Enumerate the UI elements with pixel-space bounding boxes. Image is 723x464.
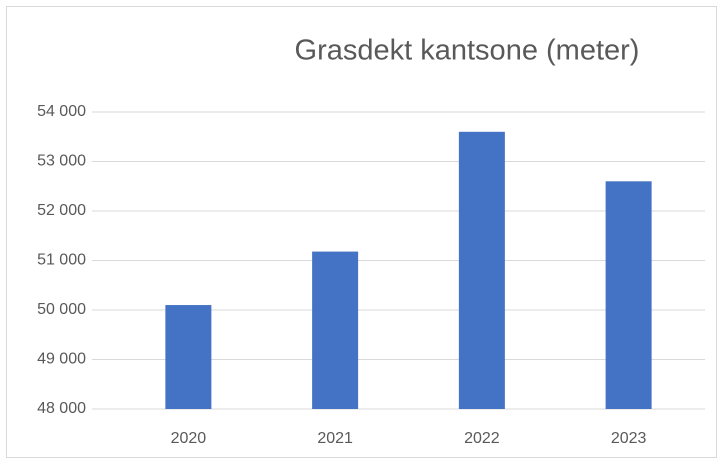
y-tick-label: 54 000 (37, 103, 86, 120)
chart-title: Grasdekt kantsone (meter) (295, 35, 640, 67)
x-tick-label: 2020 (171, 430, 207, 447)
bar (458, 131, 505, 410)
x-tick-label: 2021 (317, 430, 353, 447)
bar (312, 251, 359, 409)
bar (605, 181, 652, 409)
y-tick-label: 51 000 (37, 252, 86, 269)
y-tick-label: 50 000 (37, 301, 86, 318)
y-tick-label: 53 000 (37, 153, 86, 170)
y-tick-label: 48 000 (37, 400, 86, 417)
y-tick-label: 52 000 (37, 202, 86, 219)
x-tick-label: 2023 (611, 430, 647, 447)
bar (165, 305, 212, 409)
y-tick-label: 49 000 (37, 351, 86, 368)
chart-border (6, 6, 717, 458)
x-tick-label: 2022 (464, 430, 500, 447)
